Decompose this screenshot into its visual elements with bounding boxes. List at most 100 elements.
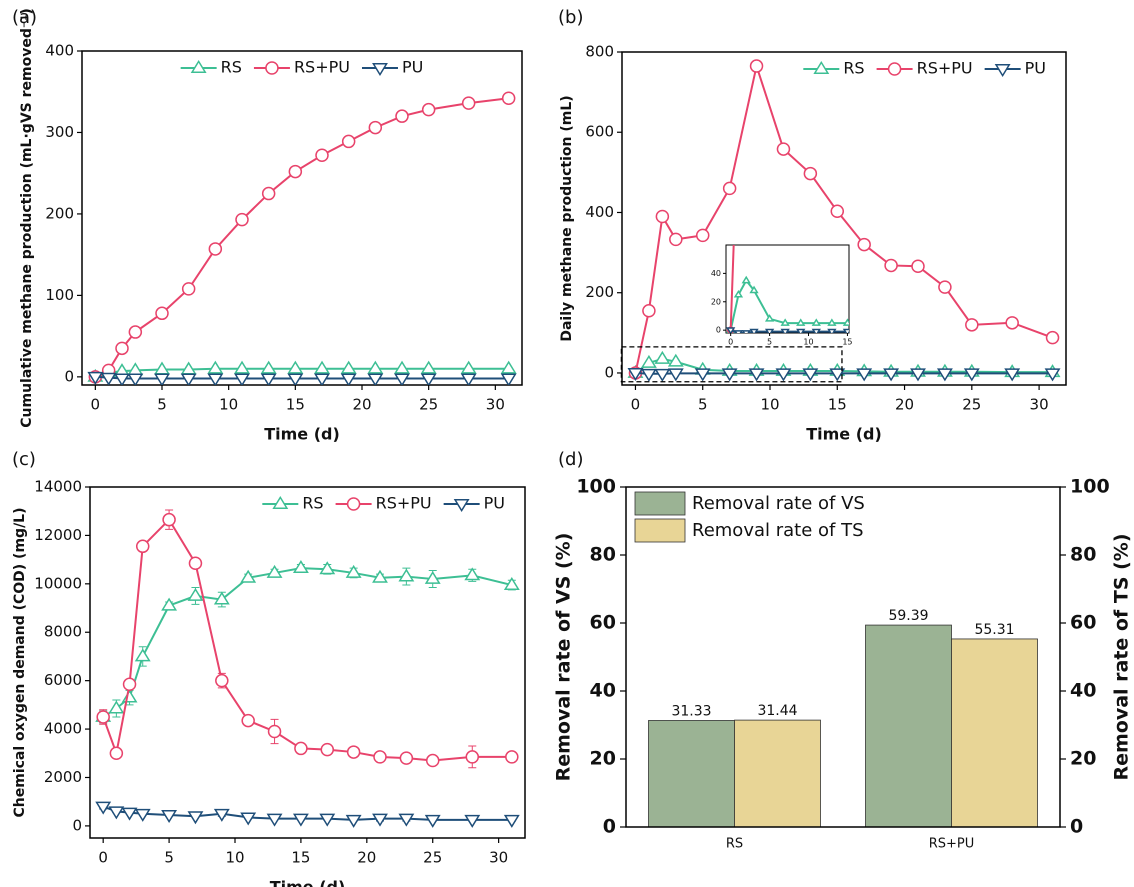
marker bbox=[776, 142, 791, 156]
legend-label: PU bbox=[484, 494, 505, 513]
marker bbox=[500, 360, 517, 374]
marker bbox=[180, 361, 197, 375]
y-tick-label: 40 bbox=[590, 680, 616, 702]
marker bbox=[315, 148, 329, 163]
x-tick-label: 30 bbox=[489, 849, 508, 867]
x-tick-label: 15 bbox=[291, 849, 310, 867]
value-label: 59.39 bbox=[888, 608, 928, 624]
marker bbox=[121, 689, 138, 703]
x-tick-label: 20 bbox=[895, 396, 914, 414]
marker bbox=[733, 289, 744, 298]
marker bbox=[235, 212, 249, 227]
series-line bbox=[102, 567, 513, 718]
marker bbox=[936, 368, 953, 382]
legend: RS RS+PU PU bbox=[262, 494, 505, 513]
marker bbox=[368, 120, 383, 135]
y2-tick-label: 40 bbox=[1070, 680, 1096, 702]
legend-label: RS bbox=[221, 58, 242, 77]
y-tick-label: 400 bbox=[585, 203, 614, 221]
marker bbox=[115, 341, 129, 356]
marker bbox=[127, 373, 144, 385]
marker bbox=[341, 134, 356, 149]
value-label: 31.33 bbox=[671, 703, 711, 719]
marker bbox=[963, 368, 980, 382]
marker bbox=[887, 62, 902, 76]
marker bbox=[346, 497, 361, 511]
marker bbox=[346, 745, 361, 759]
marker bbox=[180, 373, 197, 385]
marker bbox=[775, 368, 792, 382]
marker bbox=[207, 373, 224, 385]
x-axis-label: Time (d) bbox=[264, 425, 340, 444]
marker bbox=[829, 368, 846, 382]
marker bbox=[398, 568, 415, 582]
marker bbox=[421, 102, 436, 117]
marker bbox=[965, 318, 979, 332]
y-tick-label: 6000 bbox=[44, 671, 82, 689]
marker bbox=[891, 329, 898, 334]
marker bbox=[154, 373, 170, 385]
x-tick-label: 10 bbox=[219, 396, 238, 414]
y-tick-label: 800 bbox=[585, 43, 614, 61]
x-tick-label: 10 bbox=[225, 849, 244, 867]
legend-label: RS bbox=[843, 59, 864, 78]
y-tick-label: 12000 bbox=[34, 526, 82, 544]
marker bbox=[372, 813, 388, 827]
marker bbox=[945, 324, 952, 329]
marker bbox=[128, 325, 143, 339]
panel-label: (c) bbox=[12, 449, 36, 470]
marker bbox=[155, 306, 169, 321]
marker bbox=[667, 368, 684, 382]
marker bbox=[319, 813, 336, 827]
marker bbox=[345, 814, 362, 828]
marker bbox=[938, 280, 952, 294]
y-tick-label: 100 bbox=[576, 476, 616, 498]
legend: Removal rate of VS Removal rate of TS bbox=[634, 491, 865, 543]
marker bbox=[161, 597, 178, 611]
marker bbox=[655, 209, 670, 224]
marker bbox=[803, 166, 818, 181]
marker bbox=[272, 495, 289, 509]
x-tick-label: 25 bbox=[419, 396, 438, 414]
marker bbox=[969, 202, 975, 208]
marker bbox=[741, 330, 751, 333]
marker bbox=[420, 360, 437, 374]
legend: RS RS+PU PU bbox=[803, 59, 1046, 78]
marker bbox=[345, 564, 362, 578]
marker bbox=[811, 318, 821, 326]
marker bbox=[261, 186, 276, 201]
marker bbox=[922, 329, 929, 334]
legend-label: PU bbox=[402, 58, 423, 77]
x-axis-label: Time (d) bbox=[270, 878, 346, 887]
marker bbox=[640, 354, 657, 368]
x-tick-label: 20 bbox=[352, 396, 371, 414]
marker bbox=[265, 61, 279, 75]
inset-y-tick-label: 40 bbox=[711, 269, 721, 278]
bar bbox=[734, 719, 821, 828]
marker bbox=[213, 808, 230, 822]
marker bbox=[464, 814, 481, 828]
marker bbox=[234, 373, 250, 385]
y-tick-label: 60 bbox=[590, 612, 616, 634]
series-line bbox=[102, 518, 512, 762]
y-axis-label: Daily methane production (mL) bbox=[559, 95, 575, 341]
marker bbox=[154, 361, 170, 375]
marker bbox=[842, 318, 849, 326]
marker bbox=[796, 328, 806, 333]
marker bbox=[162, 512, 176, 527]
y-tick-label: 4000 bbox=[44, 720, 82, 738]
marker bbox=[883, 368, 900, 382]
marker bbox=[860, 329, 867, 334]
bar bbox=[648, 720, 735, 828]
marker bbox=[1004, 368, 1021, 382]
y-tick-label: 200 bbox=[45, 204, 74, 222]
legend-swatch bbox=[634, 518, 686, 543]
x-tick-label: 15 bbox=[828, 396, 847, 414]
plot-frame bbox=[625, 486, 1061, 828]
x-tick-label: 5 bbox=[157, 396, 167, 414]
marker bbox=[108, 700, 125, 714]
y-tick-label: 8000 bbox=[44, 623, 82, 641]
y-tick-label: 0 bbox=[72, 816, 82, 834]
marker bbox=[827, 318, 837, 326]
